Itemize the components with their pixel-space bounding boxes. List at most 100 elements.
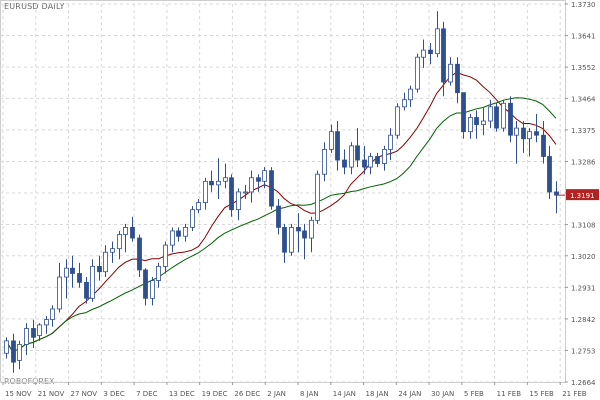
x-tick-label: 14 JAN: [333, 390, 356, 398]
candle-bullish: [50, 308, 55, 320]
y-tick-label: 1.3641: [571, 33, 596, 41]
candle-bullish: [190, 209, 195, 228]
x-tick-label: 18 JAN: [366, 390, 389, 398]
candle-bullish: [156, 266, 161, 281]
y-tick-label: 1.3730: [571, 1, 596, 9]
candle-bullish: [57, 276, 62, 310]
moving-average-line: [5, 97, 557, 353]
x-tick-label: 11 FEB: [497, 390, 522, 398]
candle-bearish: [355, 145, 360, 161]
broker-watermark: ROBOFOREX: [4, 377, 55, 386]
x-tick-label: 3 DEC: [103, 390, 124, 398]
candle-bearish: [229, 177, 234, 211]
candle-bullish: [163, 244, 168, 267]
moving-average-line: [5, 71, 557, 353]
y-tick-label: 1.3552: [571, 64, 596, 72]
candle-bearish: [474, 117, 479, 125]
candle-bullish: [103, 251, 108, 273]
grid: [0, 0, 566, 383]
candle-bearish: [455, 63, 460, 94]
y-tick-label: 1.2842: [571, 316, 596, 324]
candle-bullish: [117, 234, 122, 250]
candle-bullish: [203, 180, 208, 203]
candle-bearish: [461, 92, 466, 133]
candle-bearish: [31, 328, 36, 338]
candle-bearish: [554, 191, 559, 196]
candle-bearish: [541, 134, 546, 157]
candle-bearish: [137, 237, 142, 271]
y-tick-label: 1.3020: [571, 253, 596, 261]
candle-bullish: [44, 319, 49, 326]
candle-bullish: [262, 170, 267, 182]
candle-bullish: [196, 202, 201, 211]
y-tick-label: 1.3108: [571, 222, 596, 230]
candle-bullish: [17, 344, 22, 361]
candle-bullish: [249, 177, 254, 193]
candle-bearish: [97, 266, 102, 273]
x-tick-label: 19 DEC: [202, 390, 228, 398]
x-tick-label: 24 JAN: [398, 390, 421, 398]
candle-bullish: [388, 134, 393, 150]
candle-bearish: [276, 205, 281, 228]
candle-bullish: [435, 28, 440, 55]
x-tick-label: 26 DEC: [234, 390, 260, 398]
candle-bullish: [243, 191, 248, 194]
candle-bullish: [123, 226, 128, 235]
chart-title: EURUSD DAILY: [4, 2, 65, 11]
candle-bullish: [382, 148, 387, 164]
candle-bearish: [209, 180, 214, 186]
candle-bullish: [329, 131, 334, 150]
candle-bullish: [170, 230, 175, 246]
candle-bearish: [256, 177, 261, 182]
x-tick-label: 5 FEB: [464, 390, 484, 398]
x-tick-label: 13 DEC: [169, 390, 195, 398]
candle-bullish: [223, 177, 228, 182]
candle-bearish: [441, 28, 446, 83]
candle-bullish: [395, 106, 400, 136]
candle-bearish: [521, 127, 526, 140]
candle-bullish: [448, 63, 453, 83]
y-tick-label: 1.3464: [571, 95, 596, 103]
candle-bullish: [236, 191, 241, 211]
plot-frame: [0, 0, 566, 383]
candle-bullish: [421, 49, 426, 58]
candle-bearish: [362, 159, 367, 168]
x-tick-label: 7 DEC: [136, 390, 157, 398]
candle-bullish: [90, 266, 95, 299]
candle-bearish: [375, 156, 380, 164]
candle-bullish: [183, 226, 188, 237]
candle-bullish: [402, 99, 407, 108]
candle-bearish: [11, 340, 16, 363]
candle-bearish: [77, 273, 82, 283]
candle-bullish: [368, 156, 373, 168]
candle-bullish: [501, 102, 506, 129]
candle-bearish: [547, 156, 552, 193]
candle-bullish: [110, 248, 115, 253]
candle-bullish: [408, 88, 413, 101]
candles: [4, 11, 559, 373]
candle-bullish: [216, 180, 221, 186]
candle-bullish: [4, 340, 9, 354]
moving-averages: [5, 71, 557, 353]
candle-bearish: [84, 281, 89, 299]
candle-bullish: [37, 324, 42, 336]
current-price-label: 1.3191: [570, 192, 595, 200]
candle-bullish: [514, 127, 519, 136]
x-tick-label: 21 FEB: [562, 390, 587, 398]
candle-bullish: [527, 131, 532, 140]
candle-bearish: [269, 170, 274, 207]
candle-bearish: [428, 49, 433, 55]
candle-bearish: [130, 226, 135, 239]
candle-bearish: [508, 102, 513, 136]
candle-bullish: [315, 173, 320, 221]
candle-bearish: [143, 269, 148, 299]
candle-bullish: [150, 280, 155, 299]
candle-bearish: [176, 230, 181, 237]
candle-bearish: [342, 159, 347, 168]
candle-bullish: [349, 145, 354, 168]
x-tick-label: 21 NOV: [38, 390, 65, 398]
x-tick-label: 27 NOV: [71, 390, 98, 398]
candle-bullish: [488, 106, 493, 122]
candle-bearish: [494, 106, 499, 129]
